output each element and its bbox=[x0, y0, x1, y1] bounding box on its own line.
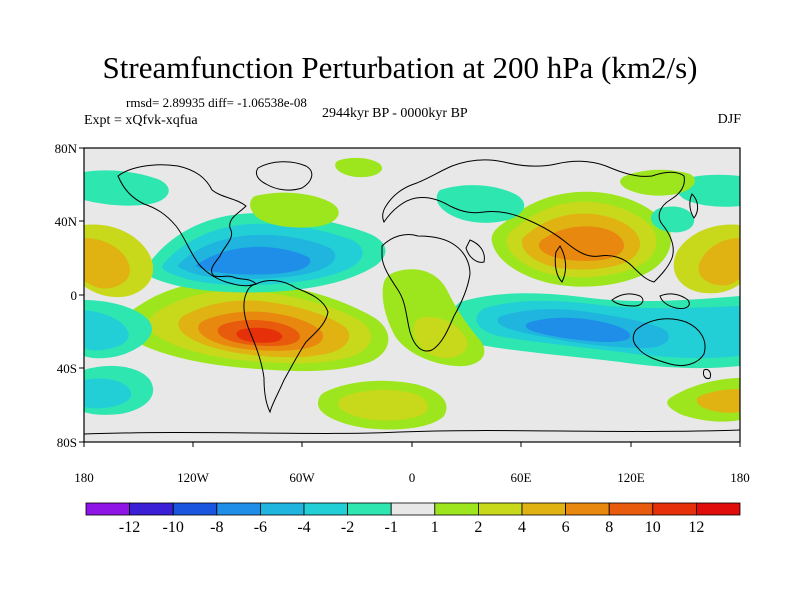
lon-tick-label: 0 bbox=[408, 470, 416, 485]
lon-tick-label: 120E bbox=[617, 470, 645, 485]
colorbar-swatch bbox=[608, 502, 654, 516]
lat-tick-label: 40S bbox=[56, 361, 77, 376]
contour-positive-so-4 bbox=[338, 389, 428, 421]
colorbar-label: 12 bbox=[688, 519, 705, 536]
contour-negative-wpac-2 bbox=[84, 310, 129, 351]
lat-tick-label: 80N bbox=[54, 141, 77, 156]
colorbar-swatch bbox=[172, 502, 218, 516]
contour-positive-arctic bbox=[335, 157, 383, 178]
contour-positive-so-aus-6 bbox=[696, 389, 740, 413]
contour-negative-io-6 bbox=[525, 317, 631, 342]
colorbar bbox=[85, 502, 741, 516]
contour-negative-atl-6 bbox=[195, 246, 311, 275]
tick-marks bbox=[79, 147, 741, 447]
contour-negative-jpn bbox=[650, 206, 695, 233]
colorbar-label: -8 bbox=[210, 519, 224, 536]
colorbar-swatch bbox=[390, 502, 436, 516]
lon-tick-label: 180 bbox=[730, 470, 750, 485]
colorbar-label: 8 bbox=[605, 519, 614, 536]
lon-tick-label: 60E bbox=[510, 470, 532, 485]
coastlines bbox=[84, 159, 740, 435]
colorbar-swatch bbox=[85, 502, 130, 516]
colorbar-label: 10 bbox=[644, 519, 661, 536]
colorbar-swatch bbox=[652, 502, 697, 516]
contour-positive-asia-8 bbox=[538, 226, 625, 261]
colorbar-label: -1 bbox=[384, 519, 398, 536]
colorbar-label: 4 bbox=[518, 519, 526, 536]
contour-negative-eur bbox=[436, 185, 525, 223]
colorbar-label: -6 bbox=[253, 519, 268, 536]
lat-tick-label: 40N bbox=[54, 214, 77, 229]
lat-tick-label: 0 bbox=[70, 288, 78, 303]
contour-negative-npac bbox=[84, 170, 169, 206]
colorbar-swatch bbox=[434, 502, 479, 516]
stats-label: rmsd= 2.89935 diff= -1.06538e-08 bbox=[126, 95, 307, 110]
lon-tick-label: 60W bbox=[289, 470, 315, 485]
colorbar-swatch bbox=[259, 502, 305, 516]
colorbar-swatch bbox=[216, 502, 261, 516]
colorbar-swatch bbox=[303, 502, 348, 516]
lon-tick-label: 180 bbox=[74, 470, 94, 485]
lon-tick-label: 120W bbox=[177, 470, 209, 485]
colorbar-swatch bbox=[347, 502, 392, 516]
colorbar-swatch bbox=[565, 502, 610, 516]
contour-positive-natl bbox=[250, 192, 339, 228]
contour-positive-pac-w-6 bbox=[84, 238, 130, 289]
colorbar-swatch bbox=[696, 502, 741, 516]
period-label: 2944kyr BP - 0000kyr BP bbox=[322, 106, 468, 121]
colorbar-label: -12 bbox=[118, 519, 141, 536]
colorbar-label: 6 bbox=[561, 519, 570, 536]
contour-positive-sa-12 bbox=[236, 327, 283, 343]
season-label: DJF bbox=[717, 112, 741, 127]
colorbar-swatch bbox=[521, 502, 566, 516]
chart-title: Streamfunction Perturbation at 200 hPa (… bbox=[102, 50, 698, 85]
colorbar-swatch bbox=[129, 502, 174, 516]
lat-tick-label: 80S bbox=[56, 435, 77, 450]
colorbar-label: -4 bbox=[297, 519, 311, 536]
contour-positive-satl-4 bbox=[413, 316, 468, 358]
experiment-label: Expt = xQfvk-xqfua bbox=[84, 113, 198, 128]
colorbar-label: 2 bbox=[474, 519, 483, 536]
colorbar-swatch bbox=[477, 502, 523, 516]
contour-negative-sepac-2 bbox=[84, 378, 132, 409]
colorbar-label: 1 bbox=[430, 519, 439, 536]
contour-positive-pac-e-6 bbox=[698, 238, 740, 286]
colorbar-label: -2 bbox=[340, 519, 355, 536]
colorbar-label: -10 bbox=[162, 519, 184, 536]
